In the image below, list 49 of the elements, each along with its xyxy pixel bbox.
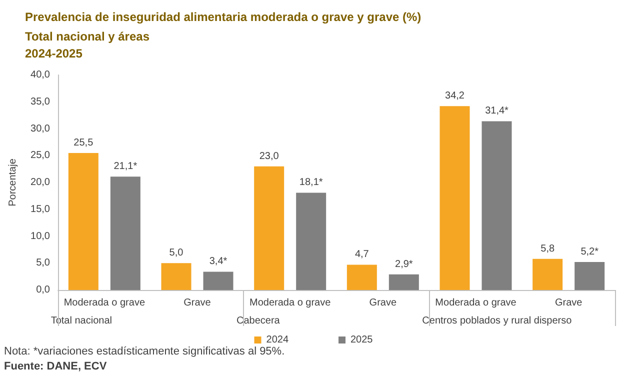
x-tick-label: Moderada o grave <box>435 298 517 308</box>
x-tick-label: Grave <box>554 298 583 308</box>
data-label: 34,2 <box>445 90 465 102</box>
bar <box>161 263 192 290</box>
bar <box>482 121 512 290</box>
data-label: 31,4* <box>485 106 509 117</box>
y-tick-label: 0,0 <box>36 284 50 296</box>
bar <box>388 274 419 290</box>
data-label: 4,7 <box>354 249 370 260</box>
data-label: 18,1* <box>299 177 323 188</box>
bar <box>346 264 377 290</box>
data-label: 5,2* <box>580 246 599 258</box>
chart-title: Prevalencia de inseguridad alimentaria moderada o grave y grave (%) <box>25 10 422 24</box>
y-tick-label: 5,0 <box>36 258 50 269</box>
y-tick-label: 15,0 <box>30 204 50 215</box>
y-tick-label: 20,0 <box>30 177 50 188</box>
x-tick-label: Grave <box>369 298 397 308</box>
bar <box>254 166 284 290</box>
y-axis-title: Porcentaje <box>8 158 18 206</box>
text: Cabecera <box>236 316 280 326</box>
y-tick-label: 35,0 <box>30 96 50 108</box>
x-tick-label: Moderada o grave <box>249 298 332 308</box>
data-label: 2,9* <box>395 258 413 270</box>
source-note: Fuente: DANE, ECV <box>4 360 108 372</box>
text: Centros poblados y rural disperso <box>422 316 572 326</box>
bar <box>440 106 470 290</box>
bar <box>68 152 98 290</box>
bar <box>110 176 140 290</box>
y-tick-label: 30,0 <box>30 123 50 134</box>
data-label: 5,8 <box>540 243 555 254</box>
text: Nota: *variaciones estadísticamente significativas al 95%. <box>4 346 285 358</box>
x-tick-label: Grave <box>184 298 212 308</box>
text: Total nacional <box>50 316 112 326</box>
data-label: 5,0 <box>169 248 184 259</box>
bar <box>203 272 234 290</box>
y-tick-label: 40,0 <box>30 70 50 80</box>
bar <box>532 258 563 290</box>
data-label: 25,5 <box>74 137 94 148</box>
bar <box>296 192 326 290</box>
data-label: 23,0 <box>259 150 280 162</box>
data-label: 3,4* <box>209 256 228 268</box>
legend-label: 2025 <box>350 334 374 346</box>
y-tick-label: 10,0 <box>30 230 50 242</box>
bar <box>574 262 605 290</box>
chart-subtitle: Total nacional y áreas 2024-2025 <box>25 30 150 60</box>
legend-label: 2024 <box>266 334 289 346</box>
data-label: 21,1* <box>114 161 138 172</box>
y-tick-label: 25,0 <box>30 150 50 162</box>
x-tick-label: Moderada o grave <box>64 298 146 308</box>
